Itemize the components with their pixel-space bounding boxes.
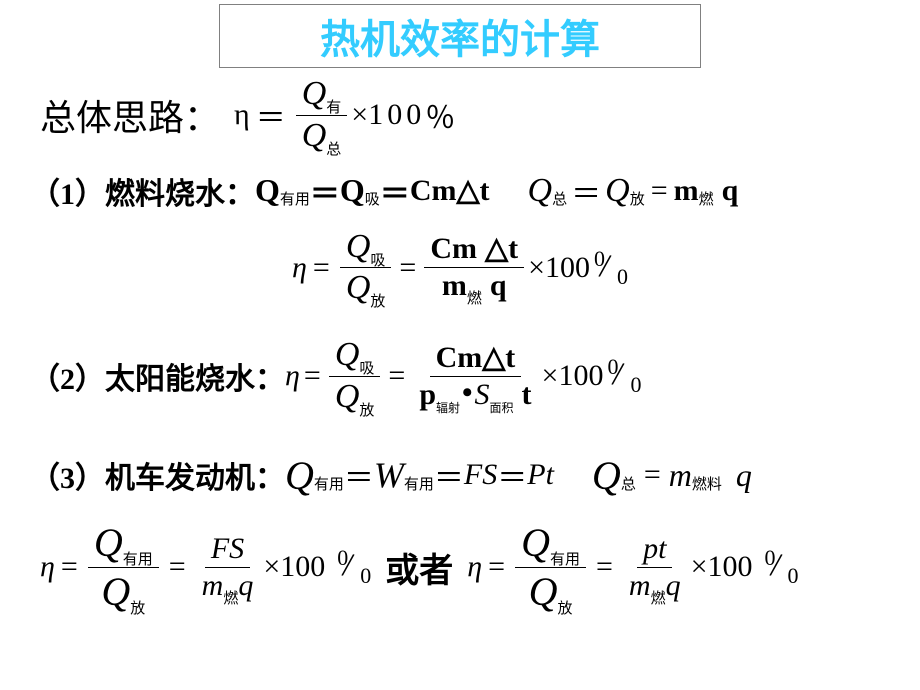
percent-icon: 0/0 — [335, 549, 371, 585]
section-3-line: （3）机车发动机： Q有用 ＝ W有用 ＝ FS ＝ Pt Q总 = m燃料 q — [30, 452, 890, 499]
general-formula: η ＝ Q有 Q总 × 100 ％ — [234, 74, 455, 157]
percent-icon: 0/0 — [592, 250, 628, 286]
section-2-line: （2）太阳能烧水： η = Q吸 Q放 = Cm△t p辐射•S面积t × 10… — [30, 335, 890, 418]
section-3-label: （3）机车发动机： — [30, 453, 285, 497]
percent-icon: 0/0 — [763, 549, 799, 585]
times: × — [351, 98, 368, 132]
sec1-formula-b: Q总 ＝ Q放 = m燃 q — [528, 169, 739, 213]
sec1-frac-line: η = Q吸 Q放 = Cm△t m燃q × 100 0/0 — [30, 227, 890, 310]
or-label: 或者 — [385, 543, 453, 592]
percent-icon: 0/0 — [605, 358, 641, 394]
general-line: 总体思路： η ＝ Q有 Q总 × 100 ％ — [40, 74, 890, 157]
sec3-frac-1: η = Q有用 Q放 = FS m燃q × 100 0/0 — [40, 519, 371, 616]
eta-symbol: η — [234, 98, 250, 132]
sec2-formula: η = Q吸 Q放 = Cm△t p辐射•S面积t × 100 0/0 — [285, 335, 641, 418]
fraction: Q有 Q总 — [296, 74, 348, 157]
sec3-formula-a: Q有用 ＝ W有用 ＝ FS ＝ Pt — [285, 452, 554, 499]
sec3-formula-b: Q总 = m燃料 q — [592, 452, 752, 499]
section-1-line: （1）燃料烧水： Q有用 ＝ Q吸 ＝ Cm△t Q总 ＝ Q放 = m燃 q — [30, 169, 890, 213]
general-label: 总体思路： — [40, 89, 220, 141]
hundred: 100 — [368, 98, 425, 132]
sec1-formula-a: Q有用 ＝ Q吸 ＝ Cm△t — [255, 169, 490, 213]
section-3-frac-line: η = Q有用 Q放 = FS m燃q × 100 0/0 或者 η = Q有用… — [40, 519, 890, 616]
section-1-label: （1）燃料烧水： — [30, 169, 255, 213]
slide: 热机效率的计算 总体思路： η ＝ Q有 Q总 × 100 ％ （1）燃料烧水：… — [0, 0, 920, 690]
page-title: 热机效率的计算 — [219, 4, 701, 68]
sec1-fraction: η = Q吸 Q放 = Cm△t m燃q × 100 0/0 — [292, 227, 628, 310]
section-2-label: （2）太阳能烧水： — [30, 354, 285, 398]
percent: ％ — [425, 93, 455, 137]
equals: ＝ — [256, 93, 286, 137]
sec3-frac-2: η = Q有用 Q放 = pt m燃q × 100 0/0 — [467, 519, 798, 616]
